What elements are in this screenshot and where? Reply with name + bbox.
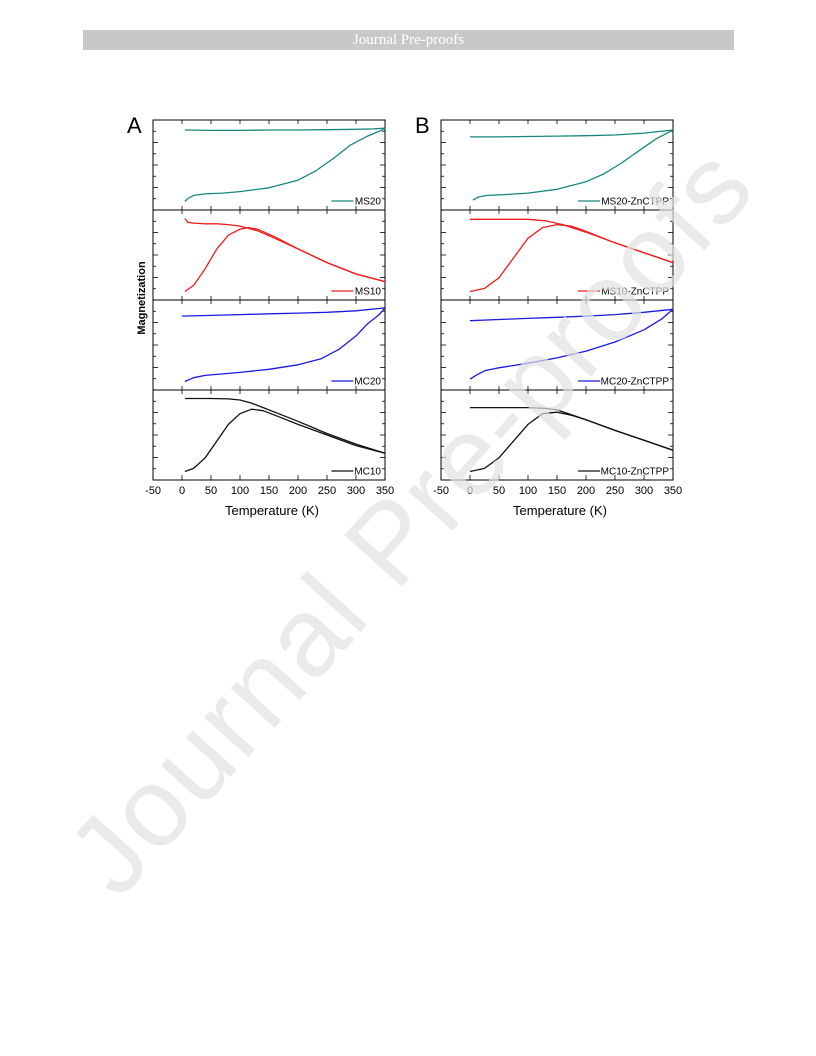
panel-letter: B xyxy=(415,113,430,138)
x-tick-label: -50 xyxy=(433,485,449,497)
series-fc-ms20 xyxy=(184,127,386,132)
legend-label: MC20-ZnCTPP xyxy=(601,377,670,388)
series-fc-ms10 xyxy=(184,218,386,283)
x-tick-label: 200 xyxy=(577,485,595,497)
panel-a: A MS20 MS10 MC20 MC10 -50 0 50 100 150 200 250 300 35… xyxy=(127,113,394,518)
subplot-frame xyxy=(152,209,386,301)
x-tick-label: 300 xyxy=(635,485,653,497)
x-tick-label: 50 xyxy=(205,485,217,497)
legend-label: MS20-ZnCTPP xyxy=(601,197,669,208)
series-fc-ms20-znctpp xyxy=(470,129,674,138)
legend-label: MS10-ZnCTPP xyxy=(601,287,669,298)
subplot-frame xyxy=(152,119,386,211)
series-zfc-mc20 xyxy=(184,307,386,383)
x-tick-label: 0 xyxy=(467,485,473,497)
x-tick-label: 0 xyxy=(179,485,185,497)
x-tick-label: 350 xyxy=(664,485,682,497)
x-tick-label: 150 xyxy=(548,485,566,497)
panel-letter: A xyxy=(127,113,142,138)
panel-b: B MS20-ZnCTPP MS10-ZnCTPP MC20-ZnCTPP MC10-Z… xyxy=(415,113,682,518)
x-axis-label: Temperature (K) xyxy=(225,503,319,518)
series-zfc-mc10 xyxy=(184,408,386,473)
journal-header: Journal Pre-proofs xyxy=(83,30,734,50)
y-axis-label: Magnetization xyxy=(136,261,148,335)
journal-header-title: Journal Pre-proofs xyxy=(352,32,465,48)
x-tick-label: 100 xyxy=(231,485,249,497)
series-fc-mc20-znctpp xyxy=(469,308,674,322)
series-zfc-ms20-znctpp xyxy=(472,129,674,201)
series-zfc-mc10-znctpp xyxy=(469,411,674,473)
series-fc-mc20 xyxy=(181,307,386,317)
x-tick-label: -50 xyxy=(145,485,161,497)
x-tick-label: 200 xyxy=(289,485,307,497)
series-fc-mc10 xyxy=(184,397,386,454)
series-zfc-ms10 xyxy=(184,226,386,293)
legend-label: MS10 xyxy=(355,287,382,298)
x-tick-label: 250 xyxy=(318,485,336,497)
x-tick-label: 250 xyxy=(606,485,624,497)
x-tick-label: 300 xyxy=(347,485,365,497)
x-tick-label: 150 xyxy=(260,485,278,497)
legend-label: MC10-ZnCTPP xyxy=(601,467,670,478)
legend-label: MC20 xyxy=(354,377,381,388)
x-axis-label: Temperature (K) xyxy=(513,503,607,518)
x-tick-label: 50 xyxy=(493,485,505,497)
series-zfc-ms20 xyxy=(184,127,386,202)
subplot-frame xyxy=(152,389,386,481)
x-tick-label: 100 xyxy=(519,485,537,497)
series-zfc-ms10-znctpp xyxy=(469,223,674,293)
series-zfc-mc20-znctpp xyxy=(469,308,674,380)
legend-label: MS20 xyxy=(355,197,382,208)
legend-label: MC10 xyxy=(354,467,381,478)
x-tick-label: 350 xyxy=(376,485,394,497)
